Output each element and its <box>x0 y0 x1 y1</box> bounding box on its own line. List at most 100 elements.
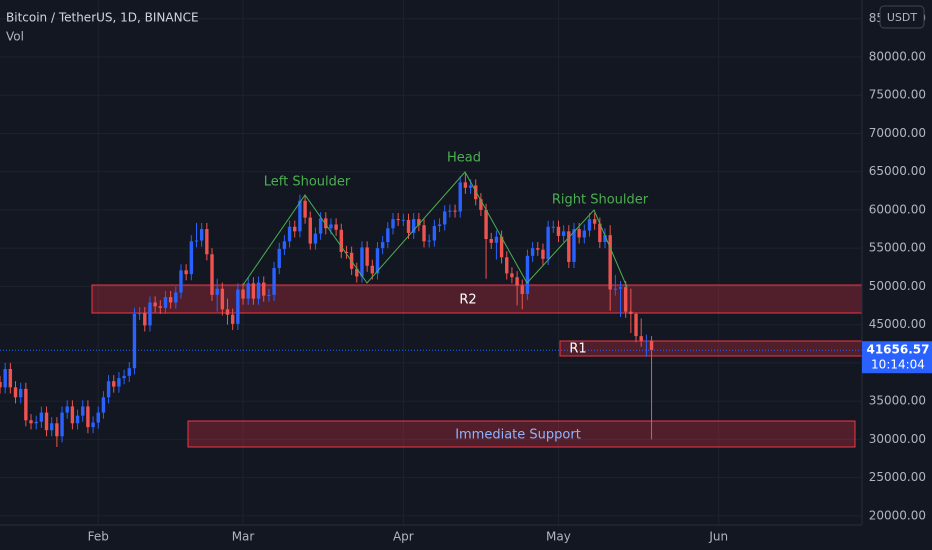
candle-body <box>510 273 514 278</box>
candle-body <box>256 282 261 299</box>
candle-body <box>194 240 199 242</box>
candle-body <box>122 375 126 379</box>
candle-body <box>561 231 566 236</box>
candle-body <box>117 378 121 387</box>
right-shoulder-label: Right Shoulder <box>552 193 649 208</box>
price-badge <box>862 341 932 374</box>
candle-body <box>618 287 623 289</box>
r1-label: R1 <box>569 342 586 357</box>
candle-body <box>505 257 509 274</box>
last-price: 41656.57 <box>866 343 929 357</box>
candle-body <box>65 406 69 413</box>
candle-body <box>106 381 111 398</box>
y-tick-label: 50000.00 <box>869 279 926 293</box>
candle-body <box>143 313 147 326</box>
candle-body <box>494 236 499 243</box>
head-label: Head <box>447 151 481 166</box>
candle-body <box>70 406 75 424</box>
candle-body <box>546 226 550 259</box>
candle-body <box>215 288 219 295</box>
candle-body <box>293 226 297 232</box>
candle-body <box>391 219 395 229</box>
candle-body <box>318 218 323 234</box>
candle-body <box>272 268 276 295</box>
support-label: Immediate Support <box>455 428 581 443</box>
candle-body <box>380 242 385 249</box>
candle-body <box>137 313 142 315</box>
candle-body <box>649 340 654 351</box>
candle-body <box>453 210 457 212</box>
candle-body <box>629 311 633 314</box>
candle-body <box>148 302 152 326</box>
countdown: 10:14:04 <box>871 358 925 372</box>
x-tick-label: Mar <box>232 530 255 544</box>
candle-body <box>246 283 250 299</box>
candle-body <box>582 230 587 238</box>
candle-body <box>427 240 431 242</box>
candle-body <box>499 236 504 258</box>
candle-body <box>324 218 328 229</box>
candle-body <box>153 302 157 307</box>
candle-body <box>556 226 561 236</box>
left-shoulder-label: Left Shoulder <box>264 175 351 190</box>
currency-button[interactable] <box>879 5 925 29</box>
candle-body <box>308 217 312 244</box>
candle-body <box>634 313 638 337</box>
candle-body <box>75 415 80 424</box>
x-tick-label: Feb <box>88 530 109 544</box>
r1-zone <box>559 340 863 357</box>
candle-body <box>577 229 581 238</box>
candle-body <box>623 287 628 312</box>
y-tick-label: 80000.00 <box>869 49 926 63</box>
candle-body <box>530 248 535 256</box>
y-tick-label: 60000.00 <box>869 202 926 216</box>
r2-label: R2 <box>459 293 476 308</box>
candle-body <box>515 277 519 286</box>
candle-body <box>406 219 411 233</box>
r2-zone <box>91 284 863 314</box>
candle-body <box>463 182 468 188</box>
candle-body <box>282 241 287 249</box>
currency-label[interactable]: USDT <box>887 11 918 24</box>
head-shoulders-pattern <box>242 171 628 288</box>
candle-body <box>303 200 307 218</box>
y-tick-label: 75000.00 <box>869 88 926 102</box>
x-tick-label: Apr <box>393 530 414 544</box>
candle-body <box>567 231 571 262</box>
candle-body <box>199 229 204 241</box>
candle-body <box>396 219 400 221</box>
candle-body <box>262 282 266 296</box>
candle-body <box>168 297 173 303</box>
candle-body <box>163 297 168 308</box>
candle-body <box>339 229 343 252</box>
candle-body <box>598 223 602 243</box>
candle-body <box>3 368 7 388</box>
candle-body <box>241 289 245 299</box>
candle-body <box>179 270 183 293</box>
candle-body <box>437 224 442 226</box>
candle-body <box>158 306 162 308</box>
candle-body <box>334 224 338 230</box>
candle-body <box>60 412 64 437</box>
candle-body <box>96 412 100 423</box>
y-tick-label: 45000.00 <box>869 317 926 331</box>
candle-body <box>50 423 54 431</box>
candle-body <box>443 211 447 225</box>
candle-body <box>174 292 178 303</box>
y-tick-label: 65000.00 <box>869 164 926 178</box>
candle-body <box>608 235 612 290</box>
candle-body <box>479 199 483 210</box>
candle-body <box>101 397 106 413</box>
candle-body <box>277 248 281 269</box>
y-tick-label: 30000.00 <box>869 432 926 446</box>
candle-body <box>536 248 540 250</box>
candle-body <box>184 270 188 275</box>
y-tick-label: 55000.00 <box>869 241 926 255</box>
candle-body <box>432 225 437 241</box>
candle-body <box>86 406 90 428</box>
x-tick-label: Jun <box>708 530 728 544</box>
support-zone <box>187 420 856 448</box>
candle-body <box>344 251 349 253</box>
candle-body <box>386 228 390 243</box>
